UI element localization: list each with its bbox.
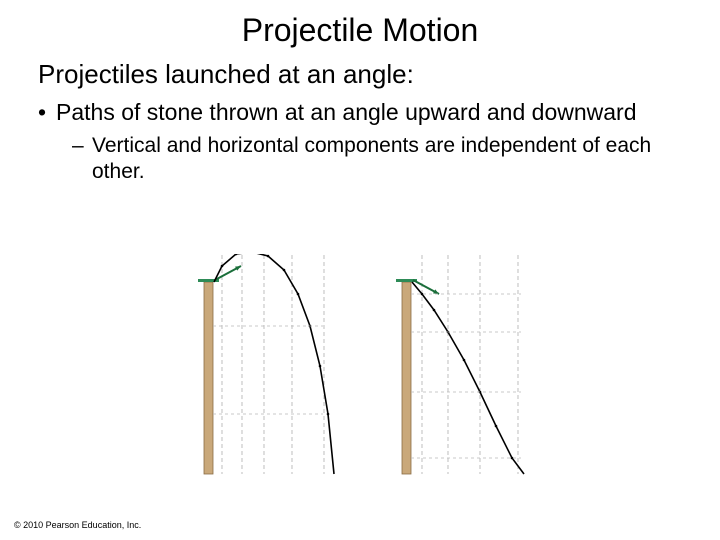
bullet-level2: Vertical and horizontal components are i…: [0, 133, 720, 186]
page-title: Projectile Motion: [0, 0, 720, 59]
copyright-text: © 2010 Pearson Education, Inc.: [14, 520, 141, 530]
bullet-level1: Paths of stone thrown at an angle upward…: [0, 98, 720, 127]
subtitle: Projectiles launched at an angle:: [0, 59, 720, 98]
projectile-diagram: [170, 254, 570, 494]
